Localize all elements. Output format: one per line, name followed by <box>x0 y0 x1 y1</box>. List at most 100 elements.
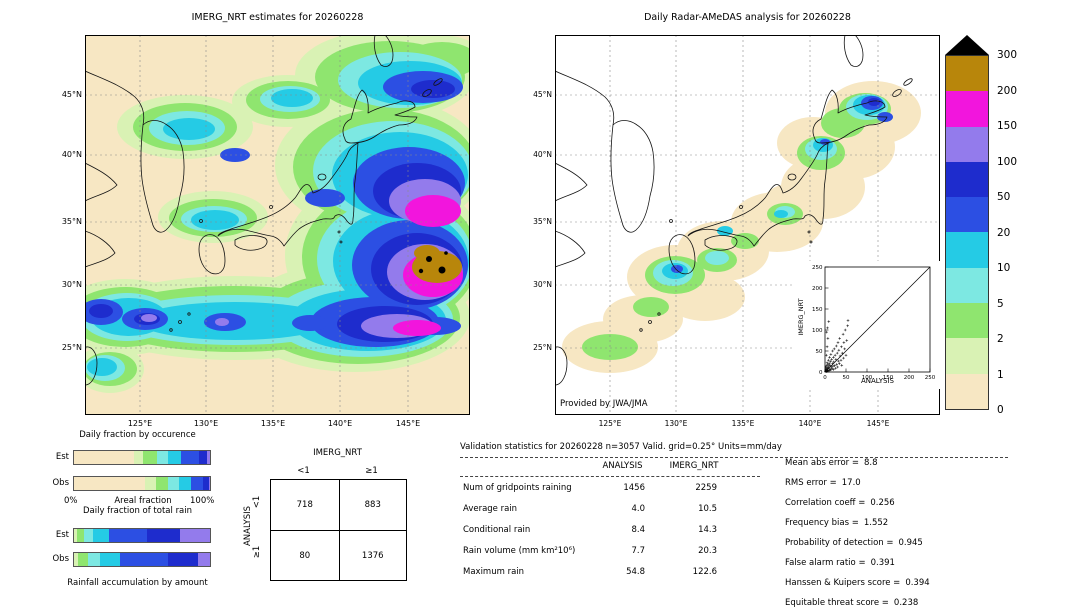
fraction-occurrence-panel: Daily fraction by occurence Est Obs 0% A… <box>50 430 225 510</box>
stats-value-analysis: 7.7 <box>631 546 645 556</box>
bar-segment <box>87 553 100 566</box>
colorbar-over-triangle <box>945 35 989 55</box>
svg-text:250: 250 <box>925 375 936 381</box>
side-stat-value: 0.238 <box>893 598 919 608</box>
colorbar-segment <box>946 232 988 268</box>
side-stat-label: Mean abs error = <box>785 458 859 468</box>
bar-segment <box>74 553 79 566</box>
right-map-title: Daily Radar-AMeDAS analysis for 20260228 <box>644 12 851 23</box>
bar-segment <box>156 451 168 464</box>
lon-tick-label: 125°E <box>127 419 153 428</box>
side-stat-value: 0.394 <box>905 578 930 588</box>
bar-segment <box>99 553 121 566</box>
contingency-cell-01: 883 <box>338 480 407 530</box>
colorbar-labels: 300 200 150 100 50 20 10 5 2 1 0 <box>997 35 1057 416</box>
bar-segment <box>78 553 88 566</box>
scatter-xlabel: ANALYSIS <box>860 377 894 385</box>
est-label-total: Est <box>55 530 69 540</box>
lon-tick-label: 140°E <box>327 419 353 428</box>
svg-text:50: 50 <box>843 375 850 381</box>
colorbar-label: 50 <box>997 191 1011 203</box>
stats-col-analysis: ANALYSIS <box>602 461 643 471</box>
areal-axis-min: 0% <box>64 496 78 506</box>
side-stat: Correlation coeff = 0.256 <box>785 498 895 508</box>
bar-segment <box>109 529 148 542</box>
stats-value-imerg: 20.3 <box>698 546 717 556</box>
contingency-title: IMERG_NRT <box>313 448 362 458</box>
obs-label: Obs <box>52 478 69 488</box>
side-stat-label: Frequency bias = <box>785 518 859 528</box>
svg-text:50: 50 <box>816 349 823 355</box>
svg-text:150: 150 <box>812 307 823 313</box>
svg-text:0: 0 <box>823 375 827 381</box>
lat-tick-label: 35°N <box>61 217 82 226</box>
bar-segment <box>74 529 77 542</box>
stats-row-label: Rain volume (mm km²10⁶) <box>463 546 576 556</box>
side-stat-value: 0.256 <box>870 498 895 508</box>
total-est-bar <box>73 528 211 543</box>
lat-tick-label: 40°N <box>61 150 82 159</box>
bar-segment <box>93 529 110 542</box>
lat-tick-label: 45°N <box>61 90 82 99</box>
lon-tick-label: 130°E <box>193 419 219 428</box>
colorbar-label: 10 <box>997 262 1011 274</box>
bar-segment <box>120 553 168 566</box>
stats-value-analysis: 54.8 <box>626 567 645 577</box>
contingency-grid: 718 883 80 1376 <box>270 479 407 581</box>
bar-segment <box>199 451 208 464</box>
colorbar-segment <box>946 161 988 198</box>
scatter-inset: 0 0 50 50 100 100 150 150 200 200 250 250 ANALYSIS … <box>795 261 940 389</box>
lat-tick-label: 45°N <box>533 90 552 99</box>
stats-col-imerg: IMERG_NRT <box>669 461 719 471</box>
stats-divider-header <box>460 476 760 477</box>
fraction-occurrence-title: Daily fraction by occurence <box>79 430 196 440</box>
contingency-row-label-ge1: ≥1 <box>252 545 262 559</box>
left-map-title: IMERG_NRT estimates for 20260228 <box>191 12 364 23</box>
side-stat-value: 8.8 <box>864 458 878 468</box>
svg-text:150: 150 <box>883 375 894 381</box>
colorbar-segment <box>946 303 988 339</box>
stats-value-imerg: 10.5 <box>698 504 717 514</box>
occurrence-obs-bar <box>73 476 211 491</box>
side-stat: Hanssen & Kuipers score = 0.394 <box>785 578 930 588</box>
colorbar-label: 20 <box>997 226 1011 239</box>
contingency-row-label-lt1: <1 <box>252 495 262 509</box>
lon-tick-label: 145°E <box>395 419 421 428</box>
bar-segment <box>143 451 157 464</box>
stats-row-label: Num of gridpoints raining <box>463 483 572 493</box>
right-map: Daily Radar-AMeDAS analysis for 20260228 <box>533 12 940 428</box>
side-stat-label: Correlation coeff = <box>785 498 866 508</box>
fraction-total-caption: Rainfall accumulation by amount <box>67 578 208 588</box>
lat-tick-label: 30°N <box>61 280 82 289</box>
colorbar-segments <box>945 55 989 410</box>
contingency-table-panel: IMERG_NRT <1 ≥1 ANALYSIS <1 ≥1 718 883 8… <box>240 445 425 595</box>
stats-value-imerg: 14.3 <box>698 525 717 535</box>
contingency-col-label-lt1: <1 <box>297 466 310 476</box>
bar-segment <box>76 529 84 542</box>
svg-text:0: 0 <box>819 370 823 376</box>
side-stat: False alarm ratio = 0.391 <box>785 558 895 568</box>
side-stat-value: 17.0 <box>841 478 861 488</box>
colorbar-label: 100 <box>997 155 1018 168</box>
colorbar-segment <box>946 91 988 127</box>
bar-segment <box>167 451 182 464</box>
svg-text:250: 250 <box>812 265 823 271</box>
scatter-inset-svg: 00 50 50 100 100 150 150 200 200 250 250 <box>812 265 936 381</box>
areal-axis-label: Areal fraction <box>114 496 172 506</box>
lat-tick-label: 40°N <box>533 150 552 159</box>
colorbar-label: 200 <box>997 84 1018 97</box>
bar-segment <box>178 477 191 490</box>
svg-text:200: 200 <box>904 375 915 381</box>
contingency-cell-10: 80 <box>271 530 339 580</box>
lat-tick-label: 25°N <box>533 343 552 352</box>
colorbar: 300 200 150 100 50 20 10 5 2 1 0 <box>945 35 1075 416</box>
side-stat-label: False alarm ratio = <box>785 558 866 568</box>
svg-text:100: 100 <box>812 328 823 334</box>
stats-divider-top <box>460 457 1008 458</box>
bar-segment <box>197 553 210 566</box>
bar-segment <box>203 477 209 490</box>
bar-segment <box>83 529 94 542</box>
bar-segment <box>155 477 168 490</box>
scatter-content: 00 50 50 100 100 150 150 200 200 250 250 <box>812 265 936 381</box>
precip-level-200 <box>412 245 462 283</box>
